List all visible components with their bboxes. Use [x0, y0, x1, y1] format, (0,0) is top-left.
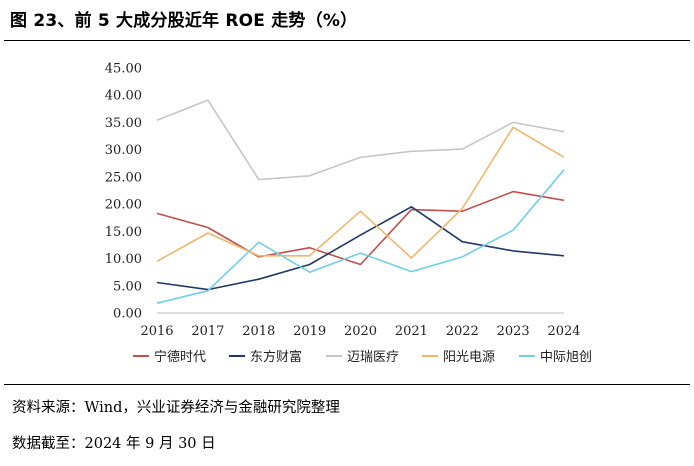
x-tick-label: 2020 — [344, 324, 377, 339]
x-tick-label: 2017 — [191, 324, 224, 339]
figure-title: 图 23、前 5 大成分股近年 ROE 走势（%） — [10, 11, 358, 31]
legend-label: 迈瑞医疗 — [347, 350, 399, 365]
y-tick-label: 15.00 — [105, 225, 142, 240]
legend-label: 阳光电源 — [443, 350, 495, 365]
chart-canvas: 0.00 5.00 10.00 15.00 20.00 25.00 30.00 35.00 40… — [105, 62, 592, 366]
x-tick-label: 2019 — [293, 324, 326, 339]
y-tick-label: 25.00 — [105, 170, 142, 185]
series-line-3 — [156, 99, 565, 181]
y-tick-label: 10.00 — [105, 252, 142, 267]
legend-label: 宁德时代 — [154, 349, 206, 365]
series-line-1 — [156, 190, 565, 266]
y-tick-label: 5.00 — [113, 279, 142, 294]
series-line-2 — [156, 206, 565, 291]
series-line-5 — [156, 169, 565, 304]
x-tick-label: 2022 — [446, 324, 479, 339]
legend-label: 中际旭创 — [540, 350, 592, 365]
x-tick-label: 2018 — [242, 324, 275, 339]
x-tick-label: 2021 — [395, 324, 428, 339]
y-tick-label: 20.00 — [105, 198, 142, 213]
y-tick-label: 40.00 — [105, 89, 142, 104]
date-note: 数据截至：2024 年 9 月 30 日 — [12, 436, 216, 452]
bottom-rule — [4, 384, 690, 385]
y-tick-label: 0.00 — [113, 307, 142, 322]
x-tick-label: 2023 — [497, 324, 530, 339]
x-tick-label: 2016 — [140, 324, 173, 339]
source-note: 资料来源：Wind，兴业证券经济与金融研究院整理 — [12, 400, 340, 416]
line-chart: 0.00 5.00 10.00 15.00 20.00 25.00 30.00 35.00 40… — [0, 42, 694, 382]
y-tick-label: 45.00 — [105, 62, 142, 77]
y-tick-label: 30.00 — [105, 143, 142, 158]
legend-label: 东方财富 — [250, 349, 302, 365]
series-line-4 — [156, 126, 565, 262]
top-rule — [4, 40, 690, 41]
x-tick-label: 2024 — [547, 324, 580, 339]
y-tick-label: 35.00 — [105, 116, 142, 131]
